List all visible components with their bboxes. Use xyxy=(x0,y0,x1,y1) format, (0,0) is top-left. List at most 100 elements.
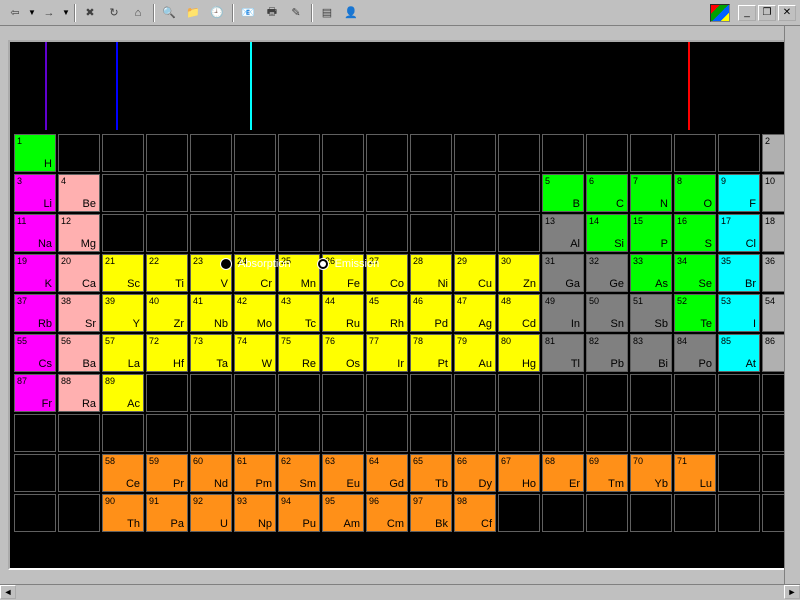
element-as[interactable]: 33As xyxy=(630,254,672,292)
stop-button[interactable]: ✖ xyxy=(79,3,101,23)
element-k[interactable]: 19K xyxy=(14,254,56,292)
element-y[interactable]: 39Y xyxy=(102,294,144,332)
element-se[interactable]: 34Se xyxy=(674,254,716,292)
maximize-button[interactable]: ❐ xyxy=(758,5,776,21)
element-bi[interactable]: 83Bi xyxy=(630,334,672,372)
element-ra[interactable]: 88Ra xyxy=(58,374,100,412)
element-cm[interactable]: 96Cm xyxy=(366,494,408,532)
element-hg[interactable]: 80Hg xyxy=(498,334,540,372)
element-cu[interactable]: 29Cu xyxy=(454,254,496,292)
element-sn[interactable]: 50Sn xyxy=(586,294,628,332)
element-ce[interactable]: 58Ce xyxy=(102,454,144,492)
element-sb[interactable]: 51Sb xyxy=(630,294,672,332)
element-b[interactable]: 5B xyxy=(542,174,584,212)
element-br[interactable]: 35Br xyxy=(718,254,760,292)
element-yb[interactable]: 70Yb xyxy=(630,454,672,492)
element-p[interactable]: 15P xyxy=(630,214,672,252)
element-mo[interactable]: 42Mo xyxy=(234,294,276,332)
element-lu[interactable]: 71Lu xyxy=(674,454,716,492)
element-ni[interactable]: 28Ni xyxy=(410,254,452,292)
element-u[interactable]: 92U xyxy=(190,494,232,532)
profile-button[interactable]: 👤 xyxy=(340,3,362,23)
element-cd[interactable]: 48Cd xyxy=(498,294,540,332)
close-button[interactable]: ✕ xyxy=(778,5,796,21)
element-po[interactable]: 84Po xyxy=(674,334,716,372)
element-eu[interactable]: 63Eu xyxy=(322,454,364,492)
discuss-button[interactable]: ▤ xyxy=(316,3,338,23)
edit-button[interactable]: ✎ xyxy=(285,3,307,23)
element-zn[interactable]: 30Zn xyxy=(498,254,540,292)
element-hf[interactable]: 72Hf xyxy=(146,334,188,372)
element-al[interactable]: 13Al xyxy=(542,214,584,252)
element-pm[interactable]: 61Pm xyxy=(234,454,276,492)
element-pd[interactable]: 46Pd xyxy=(410,294,452,332)
element-fr[interactable]: 87Fr xyxy=(14,374,56,412)
element-ho[interactable]: 67Ho xyxy=(498,454,540,492)
element-mg[interactable]: 12Mg xyxy=(58,214,100,252)
element-ta[interactable]: 73Ta xyxy=(190,334,232,372)
element-f[interactable]: 9F xyxy=(718,174,760,212)
element-gd[interactable]: 64Gd xyxy=(366,454,408,492)
element-at[interactable]: 85At xyxy=(718,334,760,372)
element-np[interactable]: 93Np xyxy=(234,494,276,532)
favorites-button[interactable]: 📁 xyxy=(182,3,204,23)
element-au[interactable]: 79Au xyxy=(454,334,496,372)
element-os[interactable]: 76Os xyxy=(322,334,364,372)
element-w[interactable]: 74W xyxy=(234,334,276,372)
element-dy[interactable]: 66Dy xyxy=(454,454,496,492)
element-si[interactable]: 14Si xyxy=(586,214,628,252)
element-ag[interactable]: 47Ag xyxy=(454,294,496,332)
element-n[interactable]: 7N xyxy=(630,174,672,212)
element-la[interactable]: 57La xyxy=(102,334,144,372)
print-button[interactable]: 🖶 xyxy=(261,3,283,23)
element-tc[interactable]: 43Tc xyxy=(278,294,320,332)
element-o[interactable]: 8O xyxy=(674,174,716,212)
forward-button[interactable]: → xyxy=(38,3,60,23)
element-ga[interactable]: 31Ga xyxy=(542,254,584,292)
element-na[interactable]: 11Na xyxy=(14,214,56,252)
element-nd[interactable]: 60Nd xyxy=(190,454,232,492)
element-ru[interactable]: 44Ru xyxy=(322,294,364,332)
back-drop-icon[interactable]: ▼ xyxy=(28,8,36,17)
mail-button[interactable]: 📧 xyxy=(237,3,259,23)
element-zr[interactable]: 40Zr xyxy=(146,294,188,332)
element-sm[interactable]: 62Sm xyxy=(278,454,320,492)
vertical-scrollbar[interactable] xyxy=(784,26,800,584)
element-te[interactable]: 52Te xyxy=(674,294,716,332)
element-nb[interactable]: 41Nb xyxy=(190,294,232,332)
element-ge[interactable]: 32Ge xyxy=(586,254,628,292)
element-cl[interactable]: 17Cl xyxy=(718,214,760,252)
element-pb[interactable]: 82Pb xyxy=(586,334,628,372)
element-rb[interactable]: 37Rb xyxy=(14,294,56,332)
element-li[interactable]: 3Li xyxy=(14,174,56,212)
scroll-right-button[interactable]: ► xyxy=(784,585,800,599)
element-pu[interactable]: 94Pu xyxy=(278,494,320,532)
element-ca[interactable]: 20Ca xyxy=(58,254,100,292)
element-ba[interactable]: 56Ba xyxy=(58,334,100,372)
element-re[interactable]: 75Re xyxy=(278,334,320,372)
minimize-button[interactable]: _ xyxy=(738,5,756,21)
history-button[interactable]: 🕘 xyxy=(206,3,228,23)
element-rh[interactable]: 45Rh xyxy=(366,294,408,332)
element-i[interactable]: 53I xyxy=(718,294,760,332)
scroll-left-button[interactable]: ◄ xyxy=(0,585,16,599)
element-cs[interactable]: 55Cs xyxy=(14,334,56,372)
search-button[interactable]: 🔍 xyxy=(158,3,180,23)
element-pr[interactable]: 59Pr xyxy=(146,454,188,492)
element-er[interactable]: 68Er xyxy=(542,454,584,492)
absorption-radio[interactable]: Absorption xyxy=(220,258,291,270)
element-sr[interactable]: 38Sr xyxy=(58,294,100,332)
element-tm[interactable]: 69Tm xyxy=(586,454,628,492)
element-bk[interactable]: 97Bk xyxy=(410,494,452,532)
element-be[interactable]: 4Be xyxy=(58,174,100,212)
element-in[interactable]: 49In xyxy=(542,294,584,332)
back-button[interactable]: ⇦ xyxy=(4,3,26,23)
horizontal-scrollbar[interactable]: ◄ ► xyxy=(0,584,800,600)
element-h[interactable]: 1H xyxy=(14,134,56,172)
element-tl[interactable]: 81Tl xyxy=(542,334,584,372)
element-c[interactable]: 6C xyxy=(586,174,628,212)
element-tb[interactable]: 65Tb xyxy=(410,454,452,492)
element-ac[interactable]: 89Ac xyxy=(102,374,144,412)
element-ti[interactable]: 22Ti xyxy=(146,254,188,292)
element-am[interactable]: 95Am xyxy=(322,494,364,532)
